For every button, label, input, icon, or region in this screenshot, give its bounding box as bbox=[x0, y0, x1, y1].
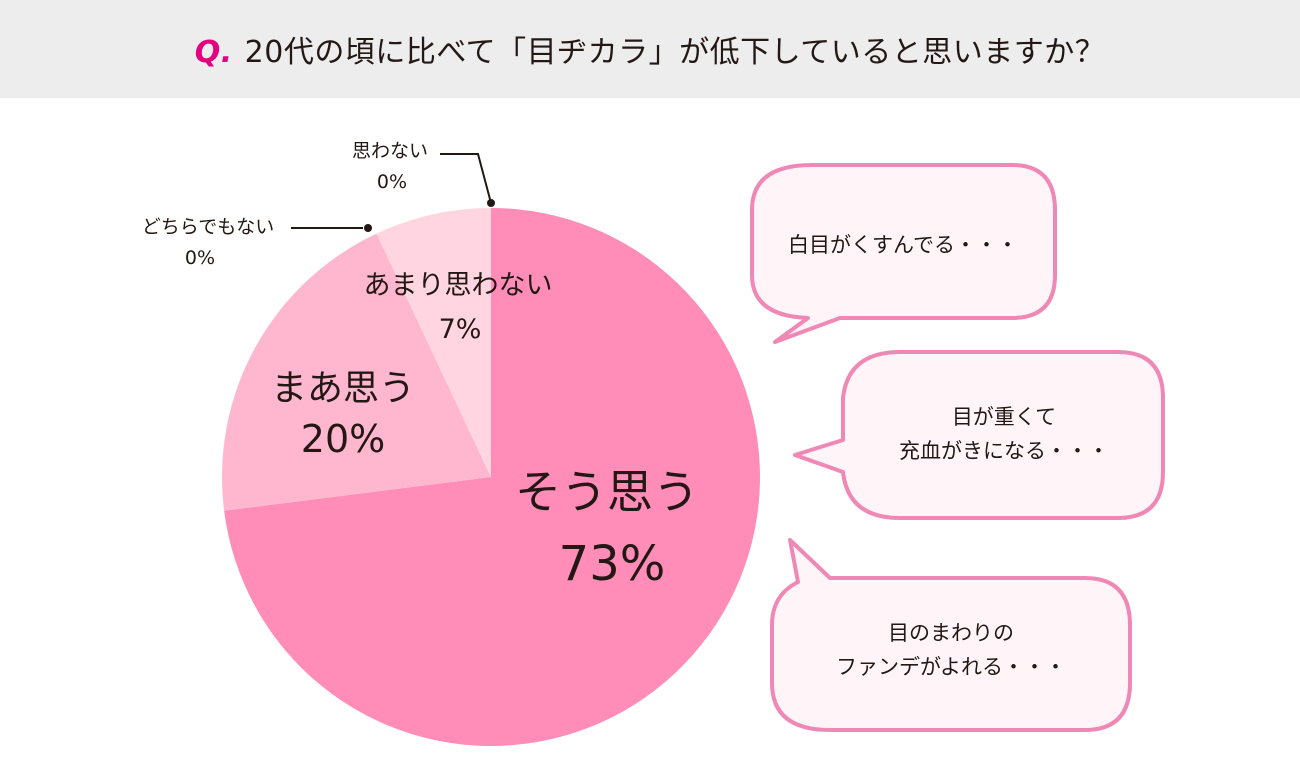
slice-label-amari-omowanai: あまり思わない bbox=[364, 270, 553, 301]
question-title: Q. 20代の頃に比べて「目ヂカラ」が低下していると思いますか？ bbox=[195, 27, 1105, 71]
leader-lines bbox=[291, 153, 495, 232]
leader-dot-omowanai bbox=[487, 199, 495, 207]
slice-value-dochiramonai: 0% bbox=[185, 247, 215, 269]
pie-slice-maa-omou bbox=[221, 233, 491, 511]
slice-label-dochiramonai: どちらでもない bbox=[142, 216, 274, 238]
speech-bubble-2-shape bbox=[793, 350, 1165, 520]
slice-value-amari-omowanai: 7% bbox=[439, 314, 482, 345]
slice-label-sou-omou: そう思う bbox=[515, 465, 699, 519]
question-text: 20代の頃に比べて「目ヂカラ」が低下していると思いますか？ bbox=[244, 35, 1106, 70]
slice-value-maa-omou: 20% bbox=[301, 417, 385, 461]
speech-bubble-1-shape bbox=[750, 163, 1057, 344]
pie-slice-amari-omowanai bbox=[376, 208, 491, 477]
pie-slices bbox=[221, 208, 761, 747]
speech-bubble-3-shape bbox=[770, 538, 1132, 732]
speech-bubble-2-line-2: 充血がきになる・・・ bbox=[899, 439, 1109, 463]
slice-value-sou-omou: 73% bbox=[559, 536, 666, 592]
slice-label-maa-omou: まあ思う bbox=[271, 368, 415, 409]
slice-label-omowanai: 思わない bbox=[352, 140, 428, 162]
question-header: Q. 20代の頃に比べて「目ヂカラ」が低下していると思いますか？ bbox=[0, 0, 1300, 98]
question-prefix: Q. bbox=[194, 35, 233, 70]
speech-bubble-1-line-1: 白目がくすんでる・・・ bbox=[788, 233, 1018, 257]
speech-bubble-2: 目が重くて 充血がきになる・・・ bbox=[793, 350, 1165, 520]
speech-bubble-2-line-1: 目が重くて bbox=[952, 405, 1056, 429]
speech-bubble-1: 白目がくすんでる・・・ bbox=[750, 163, 1057, 344]
speech-bubble-3-line-1: 目のまわりの bbox=[888, 621, 1014, 645]
pie-slice-sou-omou bbox=[224, 208, 761, 747]
speech-bubble-3-line-2: ファンデがよれる・・・ bbox=[836, 655, 1066, 679]
pie-chart: そう思う 73% まあ思う 20% どちらでもない 0% あまり思わない 7% … bbox=[142, 140, 1165, 747]
leader-dot-dochiramonai bbox=[364, 224, 372, 232]
leader-line-omowanai bbox=[440, 153, 492, 204]
speech-bubble-3: 目のまわりの ファンデがよれる・・・ bbox=[770, 538, 1132, 732]
slice-value-omowanai: 0% bbox=[377, 171, 407, 193]
